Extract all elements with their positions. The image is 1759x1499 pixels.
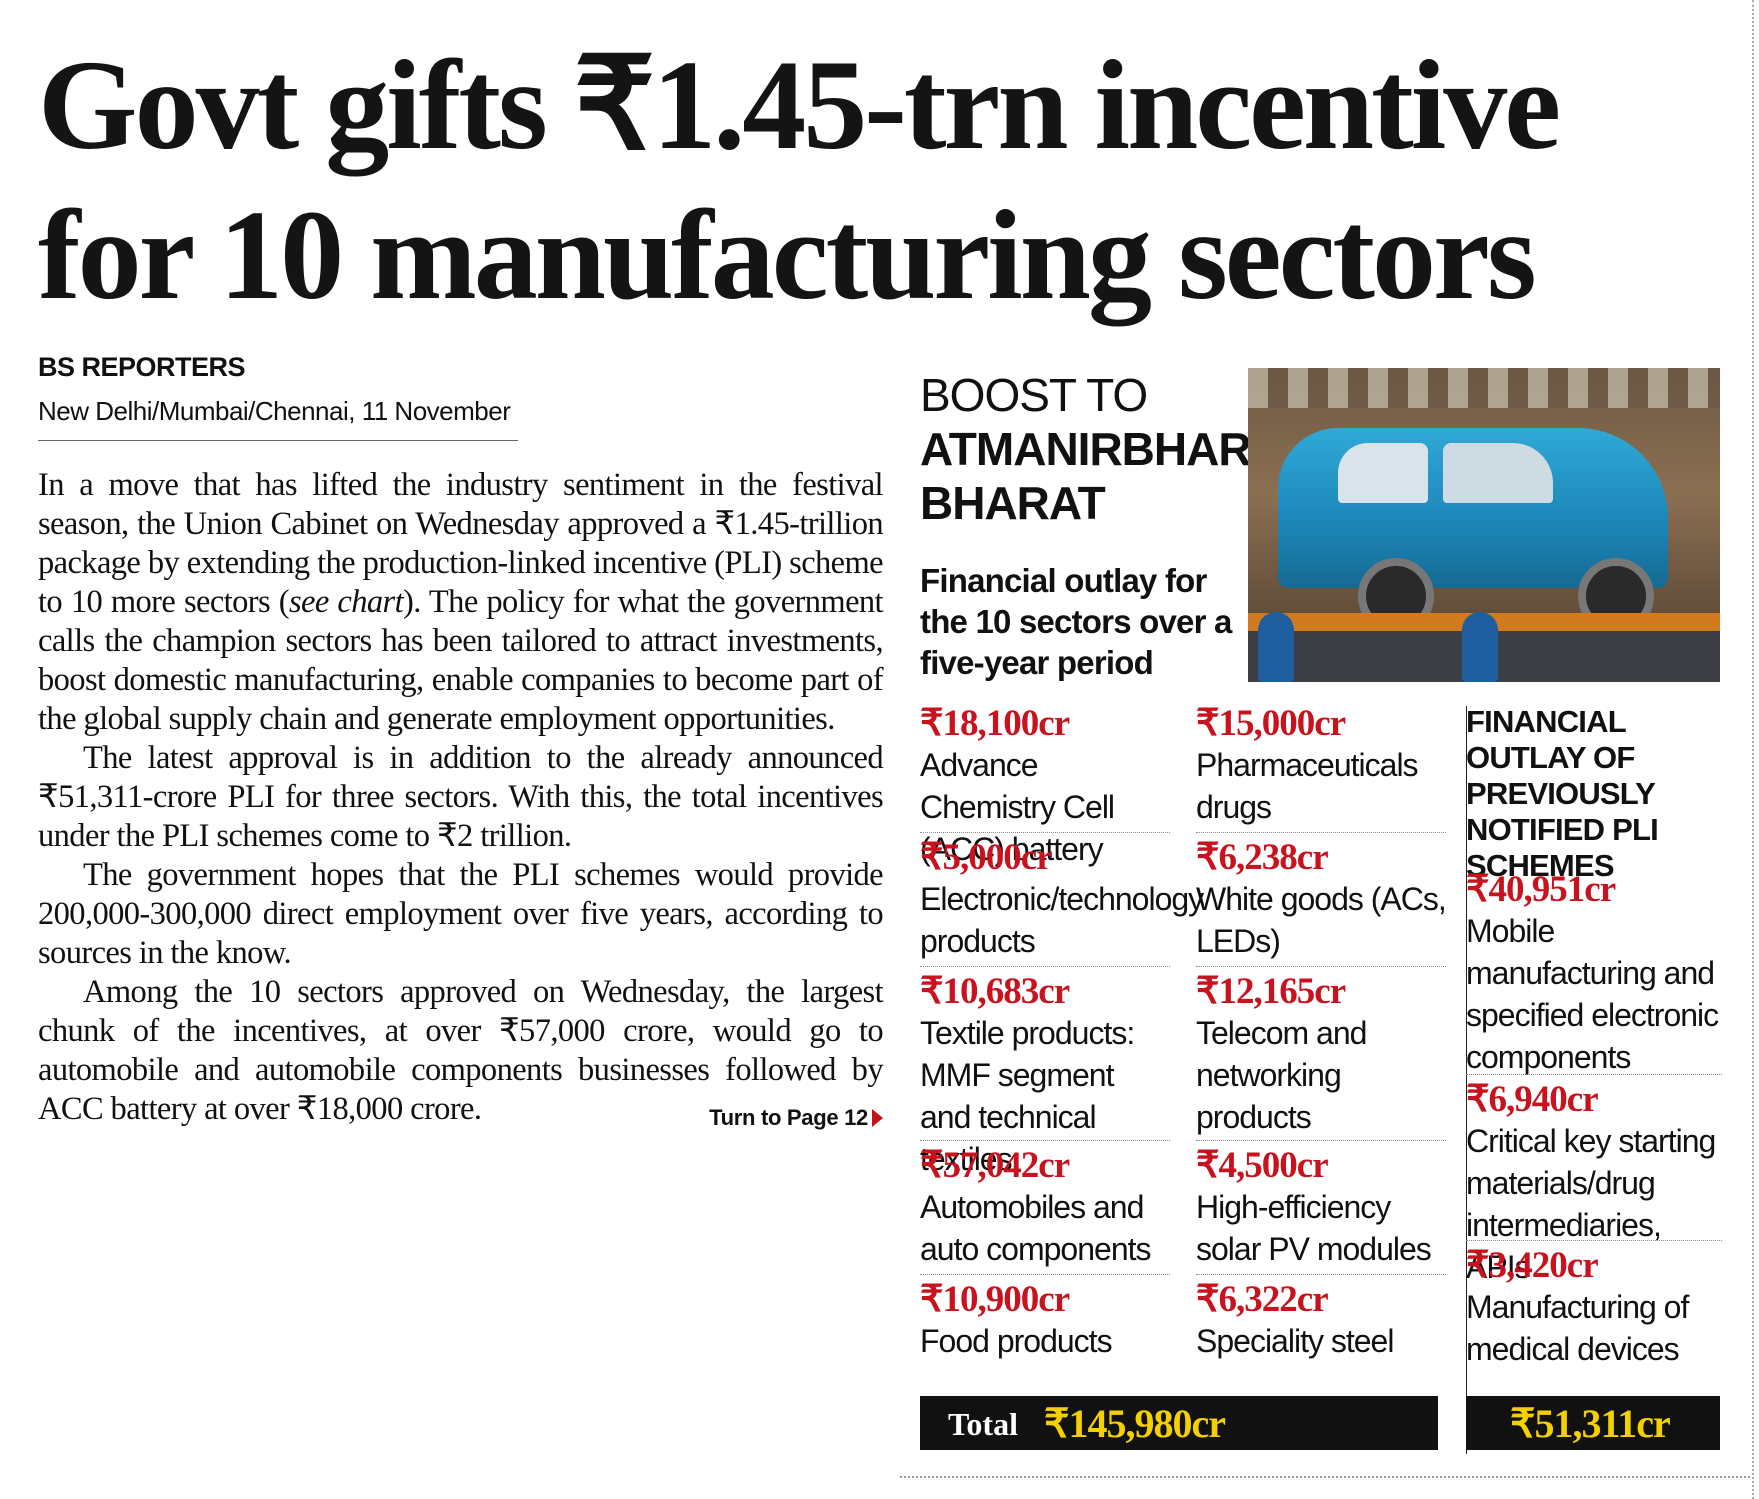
previous-scheme-item: ₹3,420cr Manufacturing of medical device… — [1466, 1246, 1722, 1370]
sector-label: Pharmaceuticals drugs — [1196, 747, 1419, 825]
previous-schemes-title-text: FINANCIAL OUTLAY OF PREVIOUSLY NOTIFIED … — [1466, 704, 1659, 883]
previous-total-value: ₹51,311cr — [1510, 1401, 1671, 1446]
sector-label: Automobiles and auto components — [920, 1189, 1152, 1267]
sector-item: ₹5,000cr Electronic/technology products — [920, 837, 1204, 967]
sector-item: ₹4,500cr High-efficiency solar PV module… — [1196, 1146, 1446, 1275]
previous-scheme-label: Manufacturing of medical devices — [1466, 1289, 1689, 1367]
sector-item: ₹12,165cr Telecom and networking product… — [1196, 972, 1446, 1141]
story-p1-em: see chart — [288, 584, 404, 620]
sector-item: ₹18,100cr Advance Chemistry Cell (ACC) b… — [920, 703, 1170, 867]
panel-title: BOOST TO ATMANIRBHAR BHARAT — [920, 368, 1252, 530]
sector-label: Advance Chemistry Cell (ACC) battery — [920, 747, 1115, 867]
previous-scheme-label: Critical key starting materials/drug int… — [1466, 1123, 1716, 1285]
previous-scheme-item: ₹40,951cr Mobile manufacturing and speci… — [1466, 870, 1722, 1075]
sector-amount: ₹5,000cr — [920, 837, 1053, 878]
total-label: Total — [948, 1406, 1018, 1442]
column-divider — [1466, 706, 1467, 1454]
story-paragraph-4: Among the 10 sectors approved on Wednesd… — [38, 973, 884, 1130]
total-value: ₹145,980cr — [1044, 1401, 1226, 1446]
panel-subtitle: Financial outlay for the 10 sectors over… — [920, 562, 1232, 681]
story-p1-text-a: In a move that has lifted the industry s… — [38, 467, 884, 620]
sector-amount: ₹12,165cr — [1196, 971, 1346, 1012]
sector-amount: ₹6,322cr — [1196, 1279, 1329, 1320]
panel-title-line1: ATMANIRBHAR — [920, 423, 1252, 475]
previous-total-bar: ₹51,311cr — [1466, 1396, 1720, 1450]
story-paragraph-3: The government hopes that the PLI scheme… — [38, 857, 884, 971]
sector-item: ₹10,900cr Food products — [920, 1280, 1170, 1370]
story-paragraph-1: In a move that has lifted the industry s… — [38, 466, 884, 739]
byline: BS REPORTERS — [38, 352, 246, 382]
previous-scheme-label: Mobile manufacturing and specified elect… — [1466, 913, 1719, 1075]
sector-label: Speciality steel — [1196, 1323, 1394, 1359]
car-assembly-photo — [1248, 368, 1720, 682]
sector-amount: ₹6,238cr — [1196, 837, 1329, 878]
panel-title-line2: BHARAT — [920, 477, 1106, 529]
headline-line1: Govt gifts ₹1.45-trn incentive — [38, 34, 1561, 176]
turn-to-page-link[interactable]: Turn to Page 12 — [664, 1098, 883, 1137]
previous-scheme-amount: ₹6,940cr — [1466, 1079, 1599, 1120]
panel-kicker: BOOST TO — [920, 369, 1148, 421]
bottom-dotted-rule — [900, 1476, 1750, 1478]
sector-amount: ₹10,900cr — [920, 1279, 1070, 1320]
sector-item: ₹15,000cr Pharmaceuticals drugs — [1196, 704, 1446, 833]
sector-item: ₹6,322cr Speciality steel — [1196, 1280, 1446, 1370]
byline-rule — [38, 440, 518, 441]
sector-amount: ₹10,683cr — [920, 971, 1070, 1012]
sector-amount: ₹15,000cr — [1196, 703, 1346, 744]
total-bar: Total ₹145,980cr — [920, 1396, 1438, 1450]
story-paragraph-2: The latest approval is in addition to th… — [38, 740, 884, 854]
previous-scheme-amount: ₹40,951cr — [1466, 869, 1616, 910]
dateline: New Delhi/Mumbai/Chennai, 11 November — [38, 396, 511, 426]
previous-schemes-title: FINANCIAL OUTLAY OF PREVIOUSLY NOTIFIED … — [1466, 704, 1736, 884]
previous-scheme-item: ₹6,940cr Critical key starting materials… — [1466, 1079, 1722, 1285]
sector-item: ₹10,683cr Textile products: MMF segment … — [920, 971, 1170, 1177]
sector-item: ₹6,238cr White goods (ACs, LEDs) — [1196, 837, 1447, 967]
headline: Govt gifts ₹1.45-trn incentive for 10 ma… — [38, 30, 1738, 330]
sector-label: Telecom and networking products — [1196, 1015, 1367, 1135]
story-body: In a move that has lifted the industry s… — [38, 466, 884, 1137]
sector-label: Textile products: MMF segment and techni… — [920, 1015, 1135, 1177]
right-dotted-rule — [1752, 0, 1754, 1499]
turn-to-page-label: Turn to Page 12 — [709, 1105, 868, 1130]
sector-label: White goods (ACs, LEDs) — [1196, 881, 1447, 959]
arrow-right-icon — [872, 1109, 883, 1127]
sector-label: Electronic/technology products — [920, 881, 1204, 959]
sector-item: ₹57,042cr Automobiles and auto component… — [920, 1146, 1170, 1275]
story-p4-text: Among the 10 sectors approved on Wednesd… — [38, 974, 884, 1127]
sector-amount: ₹18,100cr — [920, 703, 1070, 744]
sector-amount: ₹57,042cr — [920, 1145, 1070, 1186]
sector-label: Food products — [920, 1323, 1113, 1359]
previous-scheme-amount: ₹3,420cr — [1466, 1245, 1599, 1286]
sector-label: High-efficiency solar PV modules — [1196, 1189, 1432, 1267]
headline-line2: for 10 manufacturing sectors — [38, 184, 1537, 326]
sector-amount: ₹4,500cr — [1196, 1145, 1329, 1186]
story-p1-text-b: ). The policy for what the government ca… — [38, 584, 884, 737]
